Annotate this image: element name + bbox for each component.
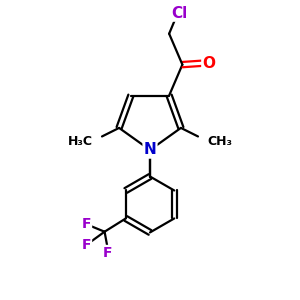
- Text: CH₃: CH₃: [207, 135, 232, 148]
- Text: F: F: [82, 238, 91, 252]
- Text: O: O: [202, 56, 215, 70]
- Text: H₃C: H₃C: [68, 135, 93, 148]
- Text: F: F: [103, 246, 112, 260]
- Text: F: F: [82, 217, 91, 231]
- Text: Cl: Cl: [171, 6, 188, 21]
- Text: N: N: [144, 142, 156, 158]
